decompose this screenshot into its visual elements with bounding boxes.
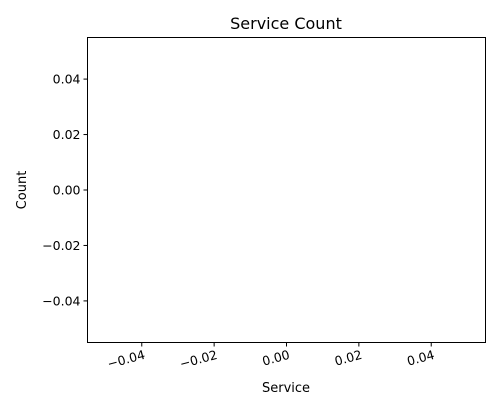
x-tick-label: 0.02: [333, 347, 364, 369]
y-axis-label: Count: [15, 171, 30, 210]
y-tick-label: 0.00: [53, 183, 81, 198]
x-tick-label: −0.04: [106, 347, 147, 371]
x-axis-label: Service: [262, 381, 310, 396]
x-tick-label: 0.00: [260, 347, 291, 369]
x-tick-label: 0.04: [405, 347, 436, 369]
x-axis-ticks: −0.04 −0.02 0.00 0.02 0.04: [106, 342, 436, 371]
chart-title: Service Count: [230, 14, 342, 33]
y-tick-label: −0.04: [42, 293, 80, 308]
plot-area-frame: [87, 37, 486, 343]
y-tick-label: −0.02: [42, 238, 80, 253]
y-axis-ticks: −0.04 −0.02 0.00 0.02 0.04: [42, 72, 88, 308]
y-tick-label: 0.04: [53, 72, 81, 87]
x-tick-label: −0.02: [178, 347, 219, 371]
y-tick-label: 0.02: [53, 127, 81, 142]
